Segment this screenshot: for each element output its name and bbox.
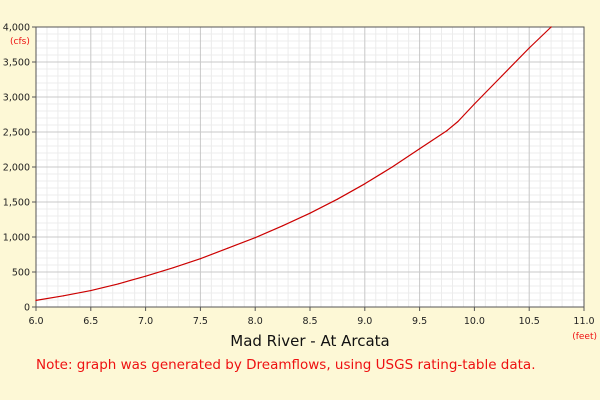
rating-curve-point [550,26,552,28]
x-tick-label: 7.0 [138,316,153,327]
x-tick-label: 9.5 [412,316,427,327]
rating-curve-point [282,225,284,227]
y-tick-label: 1,500 [3,198,30,209]
x-tick-label: 8.0 [248,316,263,327]
y-unit-label: (cfs) [10,37,30,47]
rating-curve-point [336,198,338,200]
rating-curve-point [35,299,37,301]
y-tick-label: 1,000 [3,233,30,244]
rating-curve-point [254,237,256,239]
footnote: Note: graph was generated by Dreamflows,… [36,357,536,373]
x-tick-label: 10.0 [464,316,485,327]
x-unit-label: (feet) [572,332,597,342]
y-tick-label: 2,000 [3,163,30,174]
x-tick-label: 8.5 [302,316,317,327]
rating-curve-point [227,247,229,249]
rating-curve-point [309,212,311,214]
y-tick-label: 3,500 [3,58,30,69]
y-tick-label: 500 [12,268,30,279]
rating-curve-point [199,258,201,260]
rating-curve-point [117,283,119,285]
rating-curve-point [145,275,147,277]
rating-curve-point [501,75,503,77]
rating-curve-point [90,289,92,292]
rating-curve-point [457,120,459,123]
y-tick-label: 3,000 [3,93,30,104]
rating-curve-point [419,148,421,150]
y-tick-label: 0 [24,303,30,314]
y-tick-label: 2,500 [3,128,30,139]
x-tick-label: 6.5 [83,316,98,327]
x-tick-label: 9.0 [357,316,372,327]
rating-curve-point [62,295,64,297]
rating-curve-point [172,267,174,269]
rating-curve-point [473,103,475,105]
x-tick-label: 7.5 [193,316,208,327]
y-tick-label: 4,000 [3,23,30,34]
x-tick-label: 10.5 [519,316,540,327]
rating-curve-point [528,47,530,49]
rating-curve-point [391,166,393,168]
x-tick-label: 6.0 [28,316,43,327]
chart-title: Mad River - At Arcata [230,332,390,350]
rating-curve-point [364,183,366,185]
x-tick-label: 11.0 [573,316,594,327]
rating-curve-point [446,130,448,132]
